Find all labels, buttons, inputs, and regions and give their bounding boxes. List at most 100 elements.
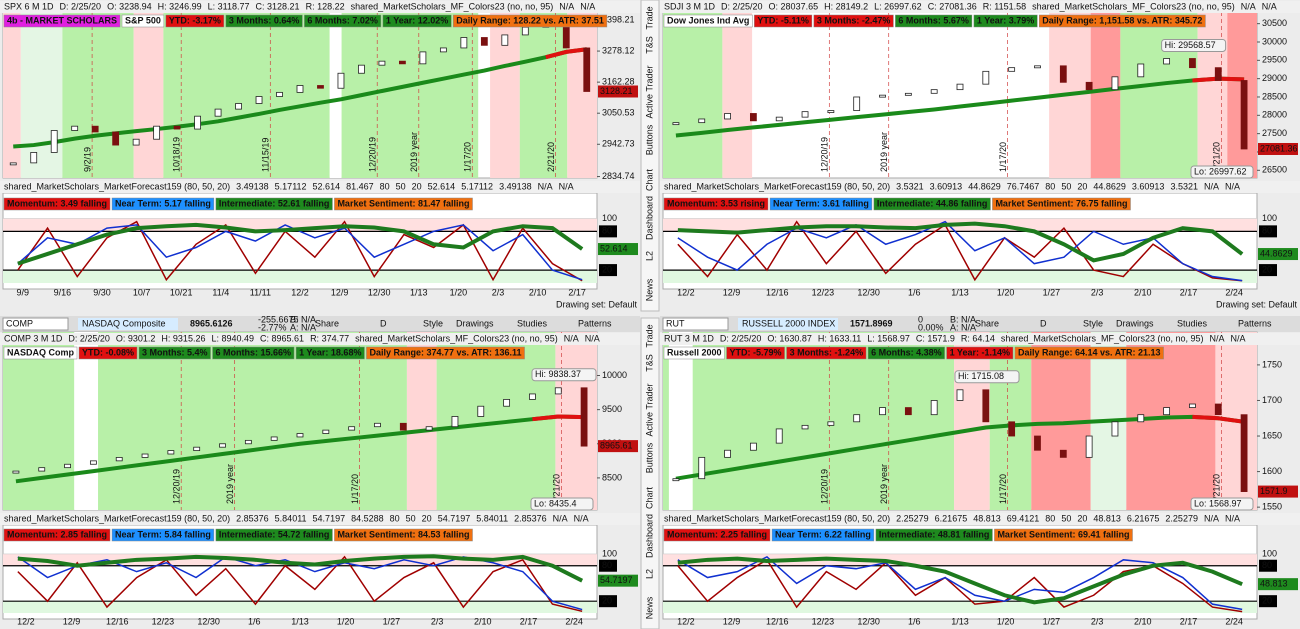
badge-label: 6 Months: 4.38%: [871, 347, 942, 357]
marker-label: 1/17/20: [463, 142, 473, 172]
study-tick-label: 100: [1262, 213, 1277, 223]
candle: [439, 47, 447, 53]
badge: [366, 346, 525, 360]
x-tick-label: 12/2: [677, 616, 695, 626]
sidebar-tab[interactable]: T&S: [644, 36, 654, 54]
last-price-label: 8965.61: [600, 440, 633, 450]
info-text: N/A: [559, 181, 574, 191]
sidebar-tab[interactable]: Buttons: [644, 442, 654, 473]
badge-label: 1 Year: 12.02%: [386, 15, 448, 25]
name-box: [78, 318, 178, 330]
candle: [698, 456, 706, 480]
candle: [1085, 435, 1093, 458]
sidebar: [640, 317, 660, 629]
x-tick-label: 12/9: [331, 287, 349, 297]
sidebar-tab[interactable]: Dashboard: [644, 514, 654, 558]
badge: [334, 197, 473, 211]
study-tick-label: 20: [1262, 596, 1272, 606]
info-text: 50: [396, 181, 406, 191]
marker-label: 2/21/20: [552, 474, 562, 504]
moving-average-tail: [1192, 414, 1245, 424]
signal-zone: [406, 332, 437, 510]
y-tick-label: 3278.12: [602, 45, 635, 55]
symbol[interactable]: RUT: [666, 318, 685, 328]
badge-label: YTD: -5.11%: [757, 15, 809, 25]
toolbar-button[interactable]: Style: [423, 318, 443, 328]
level-box: [1259, 264, 1277, 277]
toolbar-button[interactable]: Patterns: [578, 318, 612, 328]
candle: [276, 91, 283, 97]
badge-label: 6 Months: 7.02%: [307, 15, 378, 25]
toolbar-button[interactable]: D: [380, 318, 387, 328]
sidebar-tab[interactable]: L2: [644, 251, 654, 261]
candle: [1111, 76, 1119, 91]
signal-zone: [555, 332, 597, 510]
candle: [419, 51, 427, 65]
y-tick-label: 10000: [602, 370, 627, 380]
badge-label: Market Sentiment: 69.41 falling: [997, 529, 1129, 539]
sidebar-tab[interactable]: Active Trader: [644, 65, 654, 118]
toolbar-button[interactable]: Style: [1083, 318, 1103, 328]
sidebar-tab[interactable]: Dashboard: [644, 196, 654, 240]
badge-label: Near Term: 3.61 falling: [773, 198, 869, 208]
signal-zone: [663, 332, 669, 510]
badge-label: Momentum: 2.85 falling: [7, 529, 107, 539]
badge: [138, 346, 211, 360]
candle: [724, 113, 731, 120]
last-price-label: 3128.21: [600, 86, 633, 96]
sidebar-tab[interactable]: Buttons: [644, 124, 654, 155]
x-tick-label: 2/17: [520, 616, 538, 626]
badge: [875, 528, 993, 542]
y-tick-label: 28000: [1262, 110, 1287, 120]
candle: [1059, 65, 1067, 83]
symbol-box[interactable]: [2, 317, 69, 331]
footer: Drawing set: Default: [1216, 299, 1298, 309]
pct-change: 0.00%: [918, 322, 944, 332]
toolbar-button[interactable]: Share: [975, 318, 999, 328]
candle: [501, 34, 509, 46]
toolbar-button[interactable]: Drawings: [1116, 318, 1154, 328]
sidebar-tab[interactable]: Trade: [644, 6, 654, 29]
symbol[interactable]: COMP: [6, 318, 33, 328]
candle: [904, 92, 912, 96]
badge-label: Russell 2000: [667, 347, 722, 357]
sidebar-tab[interactable]: Chart: [644, 487, 654, 510]
candle: [956, 83, 964, 91]
info-text: 5.17112: [461, 181, 493, 191]
info-text: 80: [1045, 181, 1055, 191]
last-price-label: 27081.36: [1260, 143, 1298, 153]
last-price-box: [598, 440, 638, 453]
candle: [853, 96, 861, 111]
info-text: shared_MarketScholars_MarketForecast159 …: [664, 513, 890, 523]
badge: [165, 14, 225, 28]
sidebar-tab[interactable]: News: [644, 596, 654, 619]
info-text: 3.5321: [1170, 181, 1198, 191]
sidebar-tab[interactable]: T&S: [644, 354, 654, 372]
toolbar-button[interactable]: Studies: [517, 318, 548, 328]
toolbar-button[interactable]: Patterns: [1238, 318, 1272, 328]
sidebar-tab[interactable]: Active Trader: [644, 383, 654, 436]
toolbar-button[interactable]: D: [1040, 318, 1047, 328]
sidebar-tab[interactable]: News: [644, 278, 654, 301]
toolbar-button[interactable]: Studies: [1177, 318, 1208, 328]
candle: [460, 37, 468, 49]
study-line: [677, 221, 1244, 263]
toolbar-button[interactable]: Share: [315, 318, 339, 328]
sidebar-tab[interactable]: Trade: [644, 324, 654, 347]
toolbar-button[interactable]: Drawings: [456, 318, 494, 328]
candle: [30, 152, 38, 164]
symbol-box[interactable]: [662, 317, 729, 331]
candle: [775, 116, 783, 122]
sidebar: [640, 0, 660, 312]
candle: [296, 433, 304, 438]
y-tick-label: 1750: [1262, 359, 1282, 369]
candle: [477, 405, 485, 417]
ask: A: N/A: [950, 322, 976, 332]
current-label: 54.7197: [600, 575, 633, 585]
sidebar-tab[interactable]: L2: [644, 569, 654, 579]
study-header-bg: [660, 181, 1300, 193]
sidebar-tab[interactable]: Chart: [644, 169, 654, 192]
candle: [112, 131, 120, 146]
badge: [895, 14, 973, 28]
signal-zone: [163, 12, 330, 178]
